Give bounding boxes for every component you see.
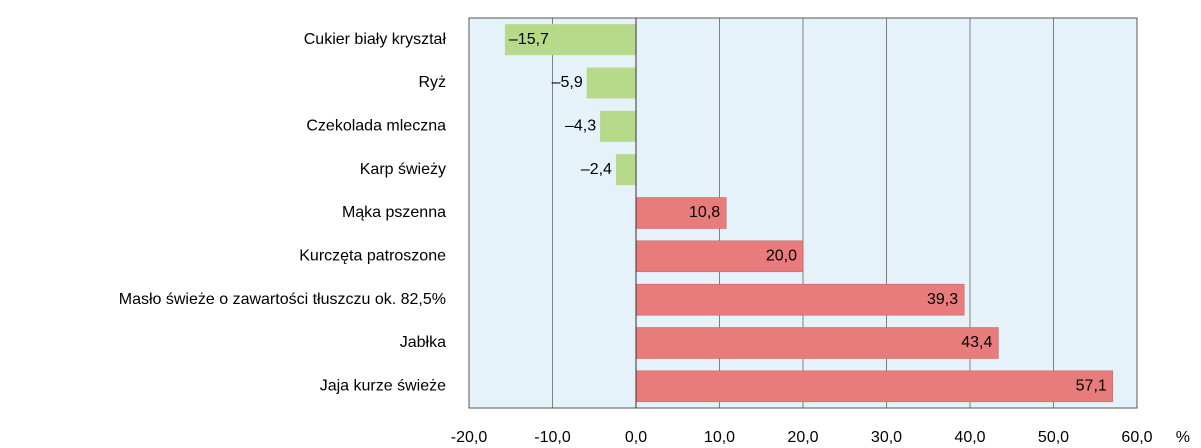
y-tick-label: Masło świeże o zawartości tłuszczu ok. 8… [119,291,446,308]
bar [635,370,1114,403]
y-tick-label: Jaja kurze świeże [320,378,446,395]
bar [635,240,804,273]
y-tick-label: Kurczęta patroszone [299,248,446,265]
y-tick-label: Czekolada mleczna [306,118,446,135]
value-label: 57,1 [1076,378,1107,395]
bar [586,67,636,99]
x-axis-label: % [1176,429,1190,446]
plot-border [468,17,1138,409]
value-label: –4,3 [565,118,596,135]
value-label: –5,9 [552,74,583,91]
x-tick-label: 50,0 [1038,429,1069,446]
bar [504,24,636,56]
x-tick-label: 40,0 [954,429,985,446]
y-tick-label: Cukier biały kryształ [304,31,447,48]
x-tick-label: 10,0 [704,429,735,446]
x-tick-label: 0,0 [625,429,647,446]
y-tick-label: Mąka pszenna [342,204,446,221]
x-tick-label: 60,0 [1121,429,1152,446]
bar [635,283,965,316]
value-label: 20,0 [766,248,797,265]
bar [635,197,727,229]
value-label: –15,7 [509,31,549,48]
y-tick-label: Karp świeży [360,161,446,178]
value-label: 39,3 [927,291,958,308]
value-label: 43,4 [961,334,992,351]
x-tick-label: 30,0 [871,429,902,446]
bar [615,154,636,186]
bar [635,327,999,359]
value-label: 10,8 [689,204,720,221]
y-tick-label: Jabłka [400,334,446,351]
x-tick-label: 20,0 [787,429,818,446]
x-tick-label: -20,0 [451,429,488,446]
x-tick-label: -10,0 [534,429,571,446]
value-label: –2,4 [581,161,612,178]
y-tick-label: Ryż [418,74,446,91]
bar [600,110,636,142]
